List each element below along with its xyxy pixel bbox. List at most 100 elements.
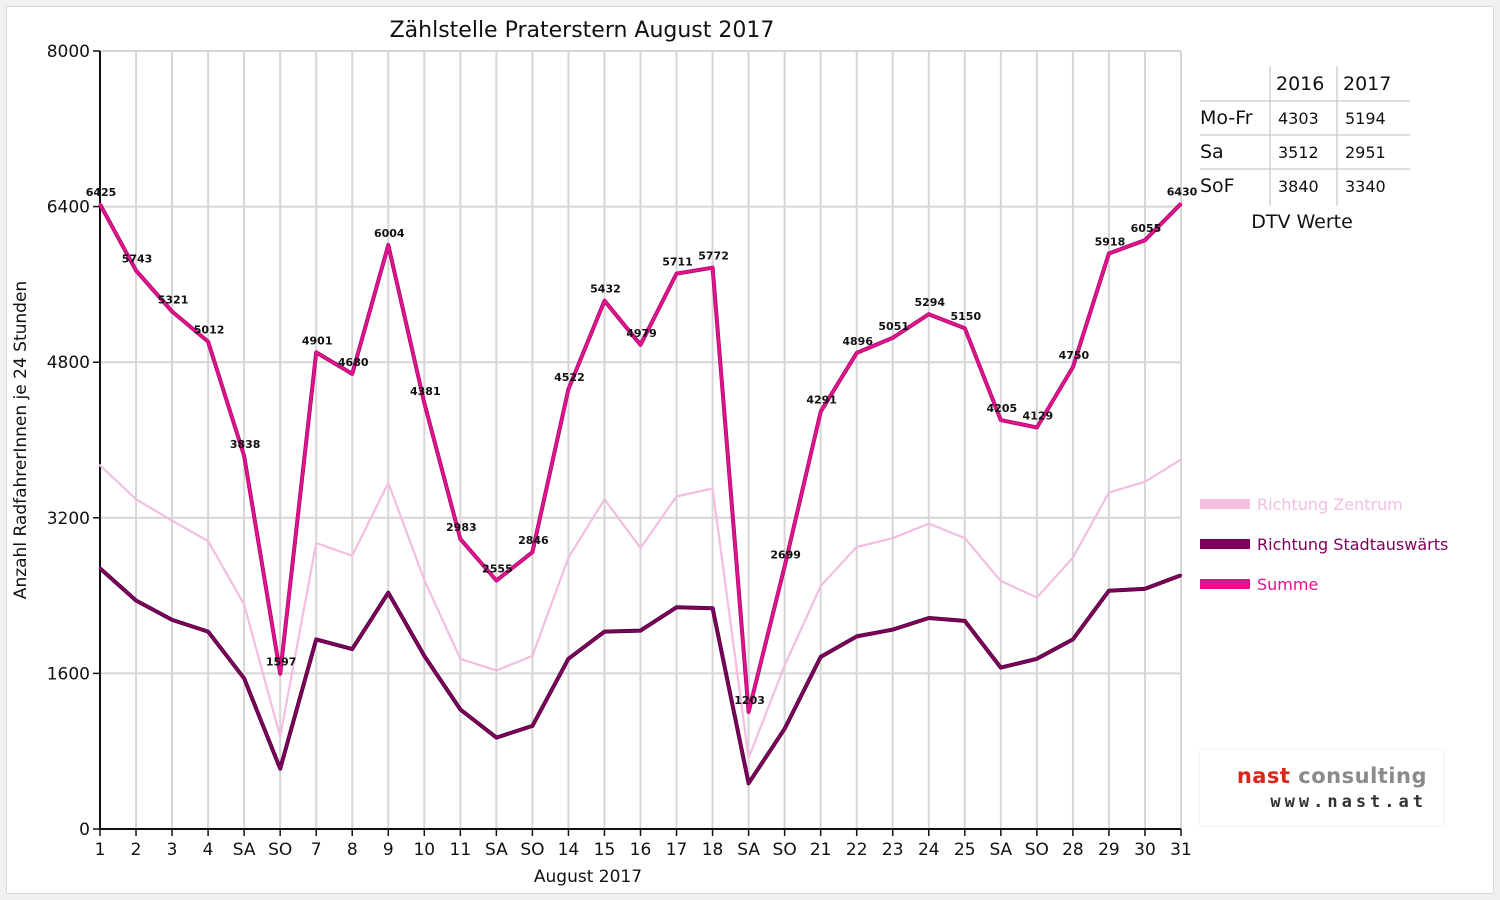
data-label: 3838 (230, 438, 261, 451)
data-label: 6430 (1167, 186, 1198, 199)
data-point (206, 539, 210, 543)
dtv-cell: 3340 (1345, 177, 1386, 196)
dtv-cell: 5194 (1345, 109, 1386, 128)
dtv-row-label: Sa (1200, 141, 1224, 163)
data-point (855, 545, 858, 549)
dtv-row-label: SoF (1200, 175, 1235, 197)
x-tick-label: 16 (630, 840, 652, 860)
data-point (927, 616, 930, 620)
x-tick-label: 8 (347, 840, 358, 860)
data-label: 4896 (842, 335, 873, 348)
dtv-table: 2016 2017 Mo-Fr 4303 5194 Sa 3512 2951 SoF 3840 33… (1200, 66, 1410, 233)
data-point (999, 579, 1003, 583)
data-point (423, 578, 426, 582)
data-point (242, 603, 246, 606)
data-label: 1203 (734, 694, 765, 707)
x-tick-label: 15 (594, 840, 616, 860)
data-point (999, 418, 1003, 422)
data-point (963, 619, 966, 623)
data-point (351, 554, 354, 557)
data-point (783, 664, 786, 667)
data-point (98, 567, 102, 570)
logo-name: nast consulting (1237, 764, 1427, 788)
legend-label: Richtung Zentrum (1257, 495, 1403, 514)
data-point (855, 635, 858, 638)
x-tick-label: 23 (882, 840, 904, 860)
data-point (278, 735, 282, 738)
data-point (531, 724, 534, 728)
x-tick-label: SO (773, 840, 797, 860)
data-label: 6425 (86, 186, 117, 199)
y-tick-label: 6400 (47, 198, 90, 218)
data-point (567, 657, 570, 661)
data-point (1107, 252, 1111, 255)
data-point (531, 551, 534, 554)
data-point (423, 401, 426, 405)
x-tick-label: 28 (1062, 840, 1084, 860)
data-label: 2555 (482, 563, 513, 576)
data-point (459, 708, 462, 711)
data-label: 4129 (1023, 409, 1054, 422)
data-point (134, 498, 138, 501)
data-label: 5743 (122, 252, 153, 265)
y-tick-label: 1600 (47, 664, 90, 684)
data-label: 2846 (518, 534, 549, 547)
data-point (387, 481, 390, 484)
x-tick-label: 31 (1170, 840, 1192, 860)
x-tick-label: 18 (702, 840, 724, 860)
x-tick-label: SO (1025, 840, 1049, 860)
data-label: 4205 (987, 402, 1018, 415)
data-label: 4901 (302, 334, 333, 347)
data-point (387, 591, 390, 594)
data-point (1035, 596, 1039, 599)
x-tick-label: 7 (311, 840, 322, 860)
y-axis-ticks: 0 1600 3200 4800 6400 8000 (47, 42, 90, 840)
y-axis-label: Anzahl RadfahrerInnen je 24 Stunden (11, 281, 31, 599)
data-point (531, 654, 534, 658)
data-point (639, 629, 642, 632)
x-tick-label: 21 (810, 840, 832, 860)
axes (93, 50, 1182, 836)
x-tick-label: SA (233, 840, 256, 860)
x-tick-label: 11 (450, 840, 472, 860)
data-point (639, 546, 642, 550)
data-point (1071, 365, 1075, 369)
legend: Richtung Zentrum Richtung Stadtauswärts Su… (1200, 495, 1448, 594)
series-lines (98, 202, 1183, 786)
x-tick-label: 17 (666, 840, 688, 860)
data-point (711, 607, 714, 610)
data-point (1035, 426, 1039, 429)
chart-frame (6, 6, 1494, 894)
data-label: 4750 (1059, 349, 1090, 362)
x-tick-label: SO (520, 840, 544, 860)
data-label: 5294 (914, 296, 945, 309)
data-point (855, 351, 858, 355)
data-labels: 6425 5743 5321 5012 3838 1597 4901 4680 6004 4381… (86, 186, 1198, 707)
logo-name-part2: consulting (1298, 764, 1427, 788)
x-tick-label: 30 (1134, 840, 1156, 860)
data-point (783, 565, 786, 568)
data-label: 5150 (950, 310, 981, 323)
data-point (351, 372, 354, 376)
data-point (206, 630, 210, 633)
x-tick-label: 29 (1098, 840, 1120, 860)
x-tick-label: 25 (954, 840, 976, 860)
data-point (819, 410, 822, 413)
data-point (98, 202, 102, 206)
x-tick-label: 4 (203, 840, 214, 860)
y-tick-label: 4800 (47, 353, 90, 373)
chart-title: Zählstelle Praterstern August 2017 (390, 18, 775, 43)
data-point (603, 498, 606, 501)
data-point (711, 487, 714, 490)
dtv-column-header: 2016 (1276, 73, 1324, 95)
data-point (315, 541, 318, 545)
data-point (819, 584, 822, 588)
x-tick-label: 10 (413, 840, 435, 860)
data-point (495, 669, 498, 672)
data-point (242, 677, 246, 680)
data-point (315, 638, 318, 641)
dtv-row-label: Mo-Fr (1200, 107, 1253, 129)
y-tick-label: 0 (79, 820, 90, 840)
data-label: 5772 (698, 250, 729, 263)
